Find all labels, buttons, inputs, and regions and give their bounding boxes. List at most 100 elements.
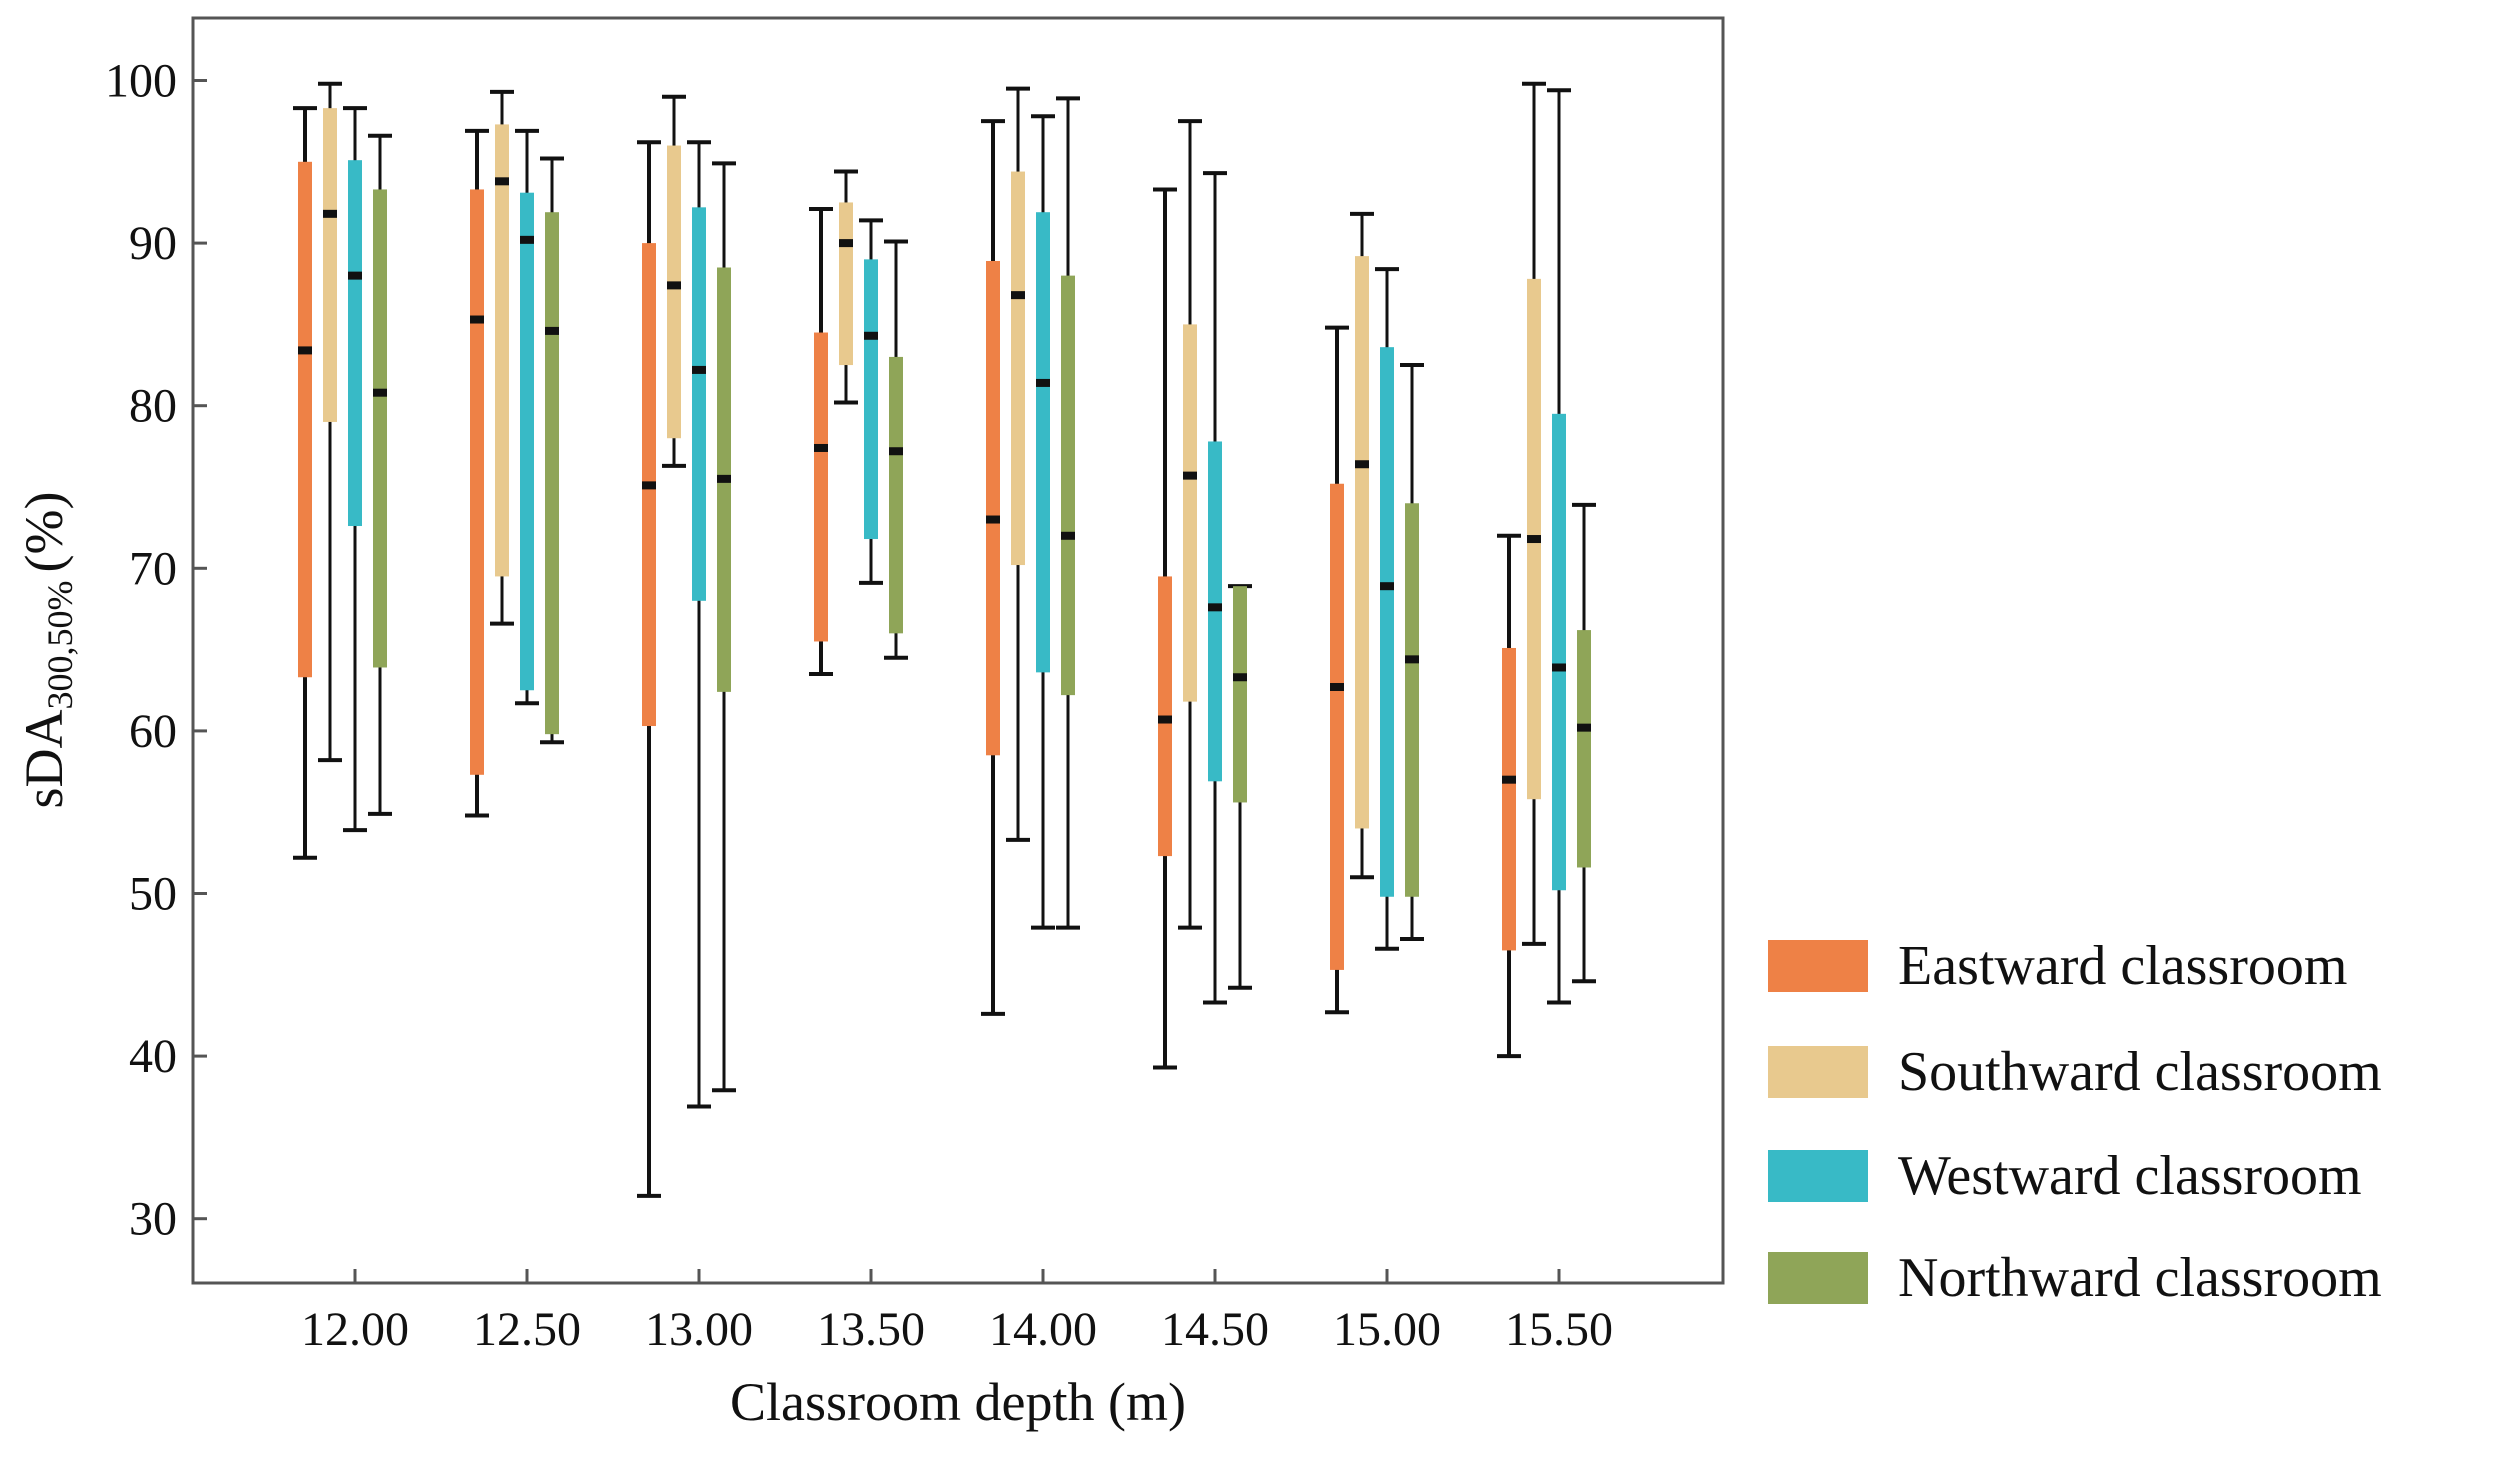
legend-item: Westward classroom — [1768, 1145, 2362, 1207]
median-marker — [1355, 460, 1369, 469]
iqr-box — [1552, 413, 1566, 891]
y-tick-label: 60 — [129, 705, 177, 758]
median-marker — [1502, 775, 1516, 784]
x-axis: 12.00 12.50 13.00 13.50 14.00 14.50 15.00 15.50 — [301, 1269, 1613, 1356]
x-tick-label: 15.00 — [1333, 1303, 1441, 1356]
y-tick-label: 30 — [129, 1193, 177, 1246]
box-eastward-15.50 — [1497, 533, 1521, 1059]
iqr-box — [545, 212, 559, 735]
iqr-box — [1405, 503, 1419, 897]
y-tick-label: 40 — [129, 1030, 177, 1083]
iqr-box — [1355, 256, 1369, 829]
iqr-box — [1183, 324, 1197, 702]
box-northward-13.50 — [884, 239, 908, 660]
legend-label: Eastward classroom — [1898, 935, 2347, 997]
iqr-box — [1577, 630, 1591, 868]
median-marker — [373, 388, 387, 397]
y-tick-label: 70 — [129, 542, 177, 595]
median-marker — [667, 281, 681, 290]
legend: Eastward classroom Southward classroom Wes… — [1768, 935, 2382, 1309]
iqr-box — [839, 202, 853, 366]
box-westward-12.50 — [515, 128, 539, 706]
y-axis-title-unit: (%) — [14, 492, 74, 573]
box-group — [293, 81, 1596, 1198]
x-tick-label: 12.50 — [473, 1303, 581, 1356]
box-westward-13.50 — [859, 218, 883, 585]
plot-frame — [191, 16, 1725, 1285]
box-northward-14.50 — [1228, 584, 1252, 990]
legend-swatch — [1768, 1252, 1868, 1304]
box-eastward-12.50 — [465, 128, 489, 818]
median-marker — [1208, 603, 1222, 612]
y-axis-title-main: sDA — [14, 709, 74, 808]
iqr-box — [814, 332, 828, 642]
box-westward-14.50 — [1203, 171, 1227, 1005]
median-marker — [814, 443, 828, 452]
legend-swatch — [1768, 1150, 1868, 1202]
iqr-box — [348, 160, 362, 527]
iqr-box — [864, 259, 878, 540]
median-marker — [1405, 655, 1419, 664]
box-westward-12.00 — [343, 106, 367, 833]
y-tick-label: 100 — [105, 55, 177, 108]
box-southward-15.00 — [1350, 211, 1374, 880]
box-eastward-13.00 — [637, 140, 661, 1198]
iqr-box — [1233, 586, 1247, 803]
x-tick-label: 14.00 — [989, 1303, 1097, 1356]
iqr-box — [520, 192, 534, 691]
iqr-box — [1061, 275, 1075, 696]
median-marker — [470, 315, 484, 324]
median-marker — [839, 239, 853, 248]
legend-label: Northward classroom — [1898, 1247, 2382, 1309]
y-tick-label: 80 — [129, 380, 177, 433]
median-marker — [1380, 582, 1394, 591]
box-southward-12.00 — [318, 81, 342, 763]
median-marker — [1183, 471, 1197, 480]
legend-item: Eastward classroom — [1768, 935, 2347, 997]
median-marker — [986, 515, 1000, 524]
box-northward-15.50 — [1572, 502, 1596, 984]
box-northward-15.00 — [1400, 363, 1424, 942]
iqr-box — [495, 124, 509, 577]
x-tick-label: 15.50 — [1505, 1303, 1613, 1356]
iqr-box — [1502, 647, 1516, 951]
box-northward-12.50 — [540, 156, 564, 745]
iqr-box — [692, 207, 706, 601]
iqr-box — [323, 108, 337, 422]
median-marker — [1552, 663, 1566, 672]
median-marker — [1011, 291, 1025, 300]
median-marker — [864, 331, 878, 340]
box-northward-14.00 — [1056, 96, 1080, 930]
median-marker — [1036, 378, 1050, 387]
median-marker — [1158, 715, 1172, 724]
iqr-box — [667, 145, 681, 439]
box-westward-15.50 — [1547, 88, 1571, 1005]
median-marker — [692, 365, 706, 374]
legend-swatch — [1768, 940, 1868, 992]
box-eastward-14.00 — [981, 119, 1005, 1016]
median-marker — [495, 177, 509, 186]
iqr-box — [889, 356, 903, 634]
legend-swatch — [1768, 1046, 1868, 1098]
box-westward-15.00 — [1375, 267, 1399, 951]
median-marker — [348, 271, 362, 280]
iqr-box — [1330, 483, 1344, 970]
median-marker — [298, 346, 312, 355]
iqr-box — [1208, 441, 1222, 782]
y-tick-label: 50 — [129, 868, 177, 921]
median-marker — [323, 209, 337, 218]
y-axis-title: sDA300,50% (%) — [14, 492, 80, 809]
iqr-box — [986, 260, 1000, 756]
box-southward-15.50 — [1522, 81, 1546, 946]
iqr-box — [298, 161, 312, 678]
box-southward-14.00 — [1006, 86, 1030, 842]
legend-item: Northward classroom — [1768, 1247, 2382, 1309]
x-tick-label: 14.50 — [1161, 1303, 1269, 1356]
x-tick-label: 13.50 — [817, 1303, 925, 1356]
box-northward-12.00 — [368, 133, 392, 816]
box-eastward-13.50 — [809, 206, 833, 676]
box-southward-14.50 — [1178, 119, 1202, 930]
median-marker — [889, 447, 903, 456]
